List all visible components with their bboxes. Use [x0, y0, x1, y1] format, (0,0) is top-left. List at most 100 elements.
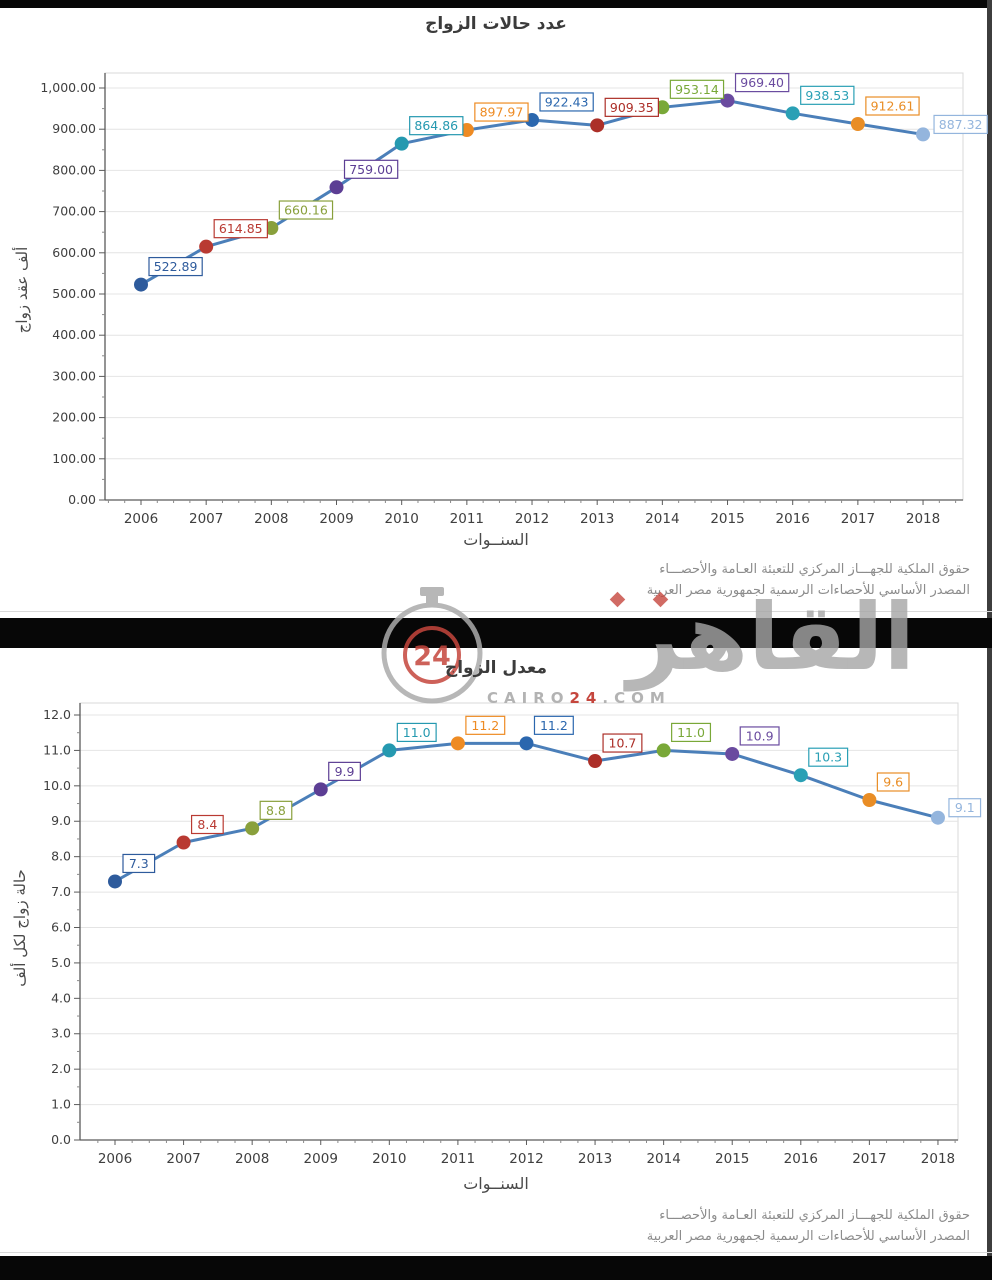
source-line-2: المصدر الأساسي للأحصاءات الرسمية لجمهوري… — [646, 1229, 970, 1244]
y-axis-tick-label: 300.00 — [52, 368, 96, 383]
data-label-box — [190, 814, 224, 835]
data-label-box — [409, 116, 464, 136]
data-label-value: 922.43 — [545, 94, 589, 109]
x-axis-year-label: 2012 — [515, 511, 549, 527]
x-axis-year-label: 2011 — [441, 1151, 475, 1167]
data-point-marker — [313, 782, 328, 797]
data-label-value: 7.3 — [129, 856, 149, 871]
y-axis-tick-label: 7.0 — [51, 884, 71, 899]
domain-suffix: .COM — [602, 689, 671, 707]
domain-number: 24 — [569, 689, 603, 707]
watermark-domain-text: CAIRO24.COM — [487, 689, 671, 707]
data-label-box — [213, 219, 268, 239]
data-label-box — [671, 722, 712, 743]
data-label-value: 969.40 — [740, 75, 784, 90]
y-axis-tick-label: 4.0 — [51, 990, 71, 1005]
data-label-box — [602, 733, 643, 753]
data-label-box — [396, 722, 437, 743]
data-point-marker — [785, 106, 800, 121]
y-axis-tick-label: 11.0 — [43, 742, 71, 757]
x-axis-year-label: 2006 — [124, 511, 158, 527]
data-label-value: 9.9 — [335, 764, 355, 779]
data-label-box — [669, 79, 725, 99]
data-label-value: 953.14 — [675, 82, 719, 97]
chart2-y-axis-title: حالة زواج لكل ألف — [11, 869, 29, 987]
domain-prefix: CAIRO — [487, 689, 570, 707]
x-axis-year-label: 2017 — [852, 1151, 886, 1167]
y-axis-tick-label: 5.0 — [51, 955, 71, 970]
y-axis-tick-label: 12.0 — [43, 707, 71, 722]
data-label-box — [465, 715, 506, 735]
data-label-value: 9.1 — [955, 800, 975, 815]
data-point-marker — [329, 180, 344, 195]
x-axis-year-label: 2015 — [715, 1151, 749, 1167]
x-axis-year-label: 2016 — [776, 511, 810, 527]
data-label-box — [808, 747, 849, 767]
data-label-value: 10.3 — [814, 750, 842, 765]
chart2-x-axis-title: السنــوات — [463, 1174, 529, 1193]
data-label-value: 614.85 — [219, 221, 263, 236]
chart1-title: عدد حالات الزواج — [425, 14, 567, 34]
data-label-value: 759.00 — [349, 162, 393, 177]
y-axis-tick-label: 900.00 — [52, 121, 96, 136]
x-axis-year-label: 2013 — [580, 511, 614, 527]
data-label-box — [278, 200, 334, 220]
data-label-value: 864.86 — [414, 118, 458, 133]
data-label-value: 10.7 — [609, 736, 637, 751]
y-axis-tick-label: 600.00 — [52, 245, 96, 260]
data-point-marker — [176, 835, 191, 850]
y-axis-tick-label: 1,000.00 — [40, 80, 96, 95]
x-axis-year-label: 2018 — [921, 1151, 955, 1167]
x-axis-year-label: 2009 — [304, 1151, 338, 1167]
data-label-box — [604, 97, 659, 117]
chart-panel-2: 0.0 1.0 2.0 3.0 4.0 5.0 6.0 7.0 8.0 9.0 10.0 11.0 12… — [43, 702, 982, 1167]
data-label-box — [533, 715, 574, 735]
x-axis-year-label: 2013 — [578, 1151, 612, 1167]
data-point-marker — [450, 736, 465, 751]
x-axis-year-label: 2010 — [385, 511, 419, 527]
data-point-marker — [862, 792, 877, 807]
x-axis-year-label: 2008 — [235, 1151, 269, 1167]
x-axis-year-label: 2009 — [319, 511, 353, 527]
data-point-marker — [725, 746, 740, 761]
y-axis-tick-label: 3.0 — [51, 1026, 71, 1041]
data-label-value: 887.32 — [939, 117, 983, 132]
data-point-marker — [588, 754, 603, 769]
x-axis-year-label: 2007 — [189, 511, 223, 527]
data-label-value: 11.2 — [540, 718, 568, 733]
data-point-marker — [134, 277, 148, 292]
y-axis-tick-label: 2.0 — [51, 1061, 71, 1076]
chart1-source-note: حقوق الملكية للجهـــاز المركزي للتعبئة ا… — [647, 559, 970, 601]
source-line-1: حقوق الملكية للجهـــاز المركزي للتعبئة ا… — [659, 562, 970, 577]
data-label-box — [876, 772, 910, 792]
data-point-marker — [382, 743, 397, 758]
stopwatch-badge-ring — [403, 626, 461, 684]
x-axis-year-label: 2011 — [450, 511, 484, 527]
data-point-marker — [199, 239, 214, 254]
x-axis-year-label: 2017 — [841, 511, 875, 527]
data-point-marker — [916, 127, 931, 142]
data-point-marker — [590, 118, 605, 133]
bottom-divider-bar — [0, 1256, 992, 1280]
card-divider-line — [0, 611, 992, 612]
plot-area — [79, 702, 959, 1141]
data-label-value: 8.4 — [197, 817, 217, 832]
x-axis-year-label: 2016 — [784, 1151, 818, 1167]
data-label-box — [539, 92, 594, 112]
data-label-value: 909.35 — [610, 100, 654, 115]
y-axis-tick-label: 9.0 — [51, 813, 71, 828]
y-axis-tick-label: 0.0 — [51, 1132, 71, 1147]
data-label-box — [343, 159, 399, 179]
data-label-box — [933, 114, 988, 135]
chart2-source-note: حقوق الملكية للجهـــاز المركزي للتعبئة ا… — [647, 1205, 970, 1247]
data-label-box — [800, 85, 855, 105]
source-line-1: حقوق الملكية للجهـــاز المركزي للتعبئة ا… — [659, 1208, 970, 1223]
stopwatch-ring — [381, 602, 483, 704]
data-label-value: 938.53 — [805, 88, 849, 103]
data-label-value: 11.0 — [403, 725, 431, 740]
x-axis-year-label: 2018 — [906, 511, 940, 527]
y-axis-tick-label: 6.0 — [51, 919, 71, 934]
y-axis-tick-label: 100.00 — [52, 451, 96, 466]
x-axis-year-label: 2007 — [166, 1151, 200, 1167]
